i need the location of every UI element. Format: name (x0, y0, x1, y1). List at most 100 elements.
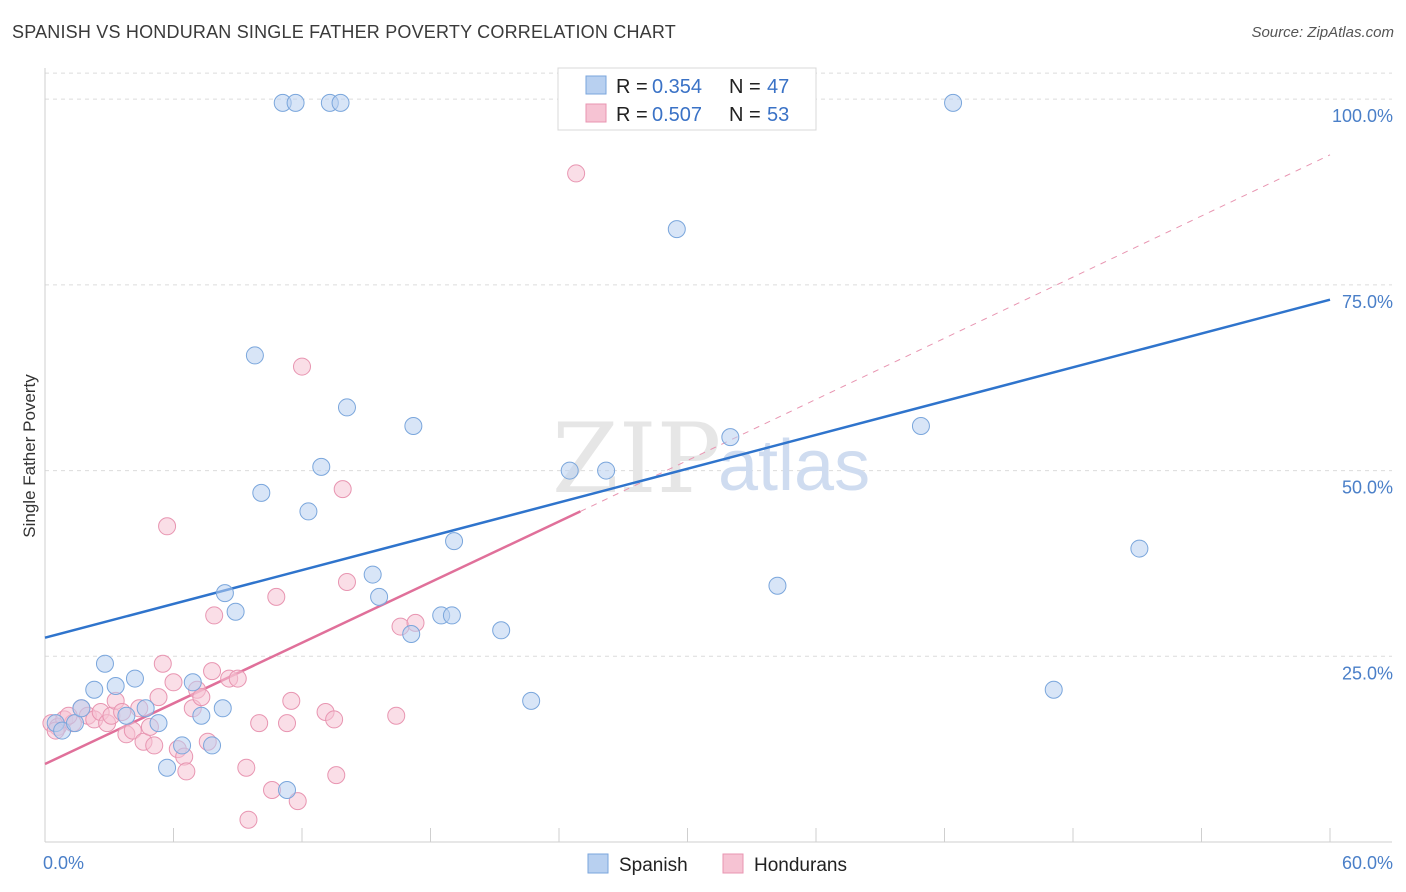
spanish-point (402, 625, 421, 643)
stats-legend: R = 0.354 N = 47 R = 0.507 N = 53 (557, 67, 817, 131)
y-axis-title: Single Father Poverty (20, 374, 39, 538)
grid-lines (45, 72, 1392, 657)
spanish-point (213, 699, 232, 718)
y-tick-label: 100.0% (1332, 106, 1393, 126)
hondurans-point (337, 573, 356, 591)
spanish-point (183, 673, 202, 692)
y-tick-label: 25.0% (1342, 663, 1393, 683)
spanish-point (597, 461, 616, 480)
spanish-point (125, 669, 144, 688)
spanish-point (442, 606, 461, 625)
hondurans-point (145, 736, 164, 755)
hondurans-point (123, 721, 142, 740)
hondurans-point (153, 654, 172, 673)
spanish-point (768, 576, 787, 595)
bottom-legend-spanish: Spanish (619, 855, 688, 876)
legend-n-value: 53 (767, 104, 789, 126)
legend-r-label: R = (616, 76, 648, 98)
series-legend: Spanish Hondurans (587, 853, 847, 876)
spanish-points (46, 93, 1149, 799)
hondurans-point (293, 357, 311, 376)
spanish-point (149, 714, 168, 733)
spanish-point (1130, 539, 1149, 558)
spanish-point (117, 706, 136, 725)
spanish-point (65, 714, 84, 733)
spanish-point (331, 93, 350, 112)
spanish-point (158, 758, 177, 777)
hondurans-point (325, 710, 344, 729)
hondurans-point (177, 762, 196, 781)
spanish-point (173, 736, 192, 755)
spanish-trend-line (44, 298, 1331, 639)
spanish-point (72, 699, 91, 718)
x-tick-label: 0.0% (43, 853, 84, 873)
spanish-point (136, 699, 155, 718)
spanish-point (404, 417, 423, 435)
hondurans-point (288, 792, 307, 811)
hondurans-point (387, 706, 406, 725)
spanish-point (85, 680, 104, 699)
spanish-point (337, 398, 356, 417)
spanish-point (492, 621, 511, 640)
legend-r-label: R = (616, 104, 648, 126)
legend-n-label: N = (729, 76, 761, 98)
spanish-point (312, 457, 331, 476)
spanish-point (911, 417, 930, 435)
legend-r-value: 0.354 (652, 76, 702, 98)
hondurans-point (278, 714, 297, 733)
hondurans-point (250, 714, 269, 733)
bottom-legend-swatch-spanish (587, 853, 609, 874)
legend-r-value: 0.507 (652, 104, 702, 126)
legend-swatch-spanish (585, 75, 607, 95)
bottom-legend-hondurans: Hondurans (754, 855, 847, 876)
spanish-point (522, 691, 541, 710)
watermark-atlas: atlas (718, 426, 870, 506)
hondurans-points (42, 164, 586, 829)
y-tick-labels: 25.0% 50.0% 75.0% 100.0% (1332, 106, 1393, 683)
hondurans-point (263, 781, 282, 799)
hondurans-trend-extension (580, 154, 1331, 512)
spanish-point (299, 502, 318, 521)
x-tick-labels: 0.0% 60.0% (43, 853, 1393, 873)
legend-n-label: N = (729, 104, 761, 126)
spanish-point (721, 428, 740, 447)
spanish-point (245, 346, 264, 365)
spanish-point (370, 587, 389, 606)
hondurans-point (164, 673, 183, 692)
y-tick-label: 50.0% (1342, 478, 1393, 498)
spanish-point (106, 677, 125, 695)
spanish-point (286, 93, 305, 112)
legend-n-value: 47 (767, 76, 789, 98)
hondurans-point (192, 688, 211, 707)
hondurans-point (228, 669, 247, 688)
hondurans-point (333, 480, 352, 499)
hondurans-point (327, 766, 346, 785)
spanish-point (215, 584, 234, 603)
spanish-point (560, 461, 579, 480)
hondurans-point (149, 688, 168, 707)
spanish-point (226, 602, 245, 621)
spanish-point (95, 654, 114, 673)
spanish-point (667, 220, 686, 239)
bottom-legend-swatch-hondurans (722, 853, 744, 874)
source-label: Source: ZipAtlas.com (1251, 24, 1394, 41)
y-tick-label: 75.0% (1342, 292, 1393, 312)
hondurans-point (239, 810, 258, 829)
hondurans-point (267, 587, 286, 606)
spanish-point (944, 93, 963, 112)
spanish-point (1044, 680, 1063, 699)
spanish-point (278, 781, 297, 799)
watermark: ZIP atlas (552, 403, 870, 515)
hondurans-point (158, 517, 177, 536)
chart-title: SPANISH VS HONDURAN SINGLE FATHER POVERT… (12, 22, 676, 42)
hondurans-point (282, 691, 301, 710)
hondurans-point (205, 606, 224, 625)
axes (44, 68, 1392, 843)
spanish-point (203, 736, 222, 755)
hondurans-point (237, 758, 256, 777)
spanish-point (192, 706, 211, 725)
spanish-point (363, 565, 382, 584)
hondurans-point (203, 662, 222, 681)
spanish-point (252, 483, 271, 502)
